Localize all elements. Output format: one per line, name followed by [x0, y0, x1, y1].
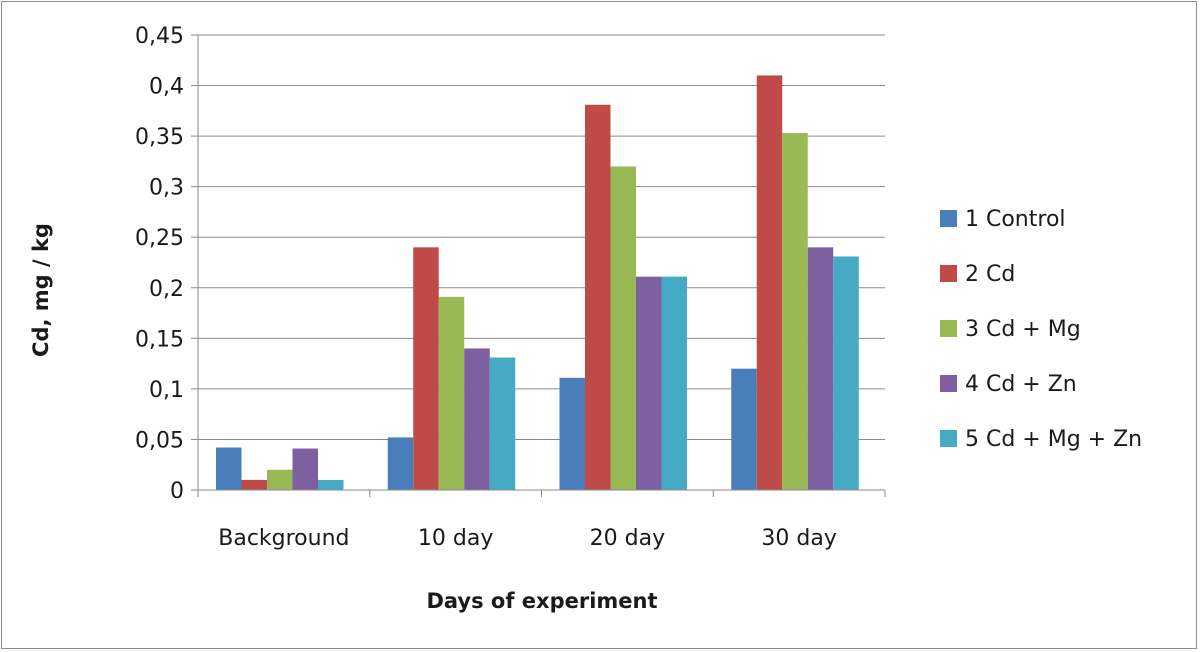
bar — [413, 247, 439, 490]
legend-label: 4 Cd + Zn — [965, 372, 1077, 397]
y-tick-label: 0 — [170, 479, 184, 504]
legend: 1 Control 2 Cd 3 Cd + Mg 4 Cd + Zn 5 Cd + M… — [940, 207, 1142, 452]
y-tick-label: 0,35 — [135, 125, 184, 150]
bar — [267, 469, 293, 490]
y-tick-label: 0,15 — [135, 327, 184, 352]
y-tick-label: 0,05 — [135, 428, 184, 453]
bar — [756, 75, 783, 490]
y-tick-label: 0,4 — [149, 75, 184, 100]
legend-swatch — [940, 375, 957, 392]
bar — [585, 104, 611, 491]
bar — [241, 479, 267, 490]
bar — [807, 247, 834, 490]
bar — [731, 368, 757, 490]
bar — [636, 276, 662, 490]
bars — [216, 75, 859, 491]
bar — [464, 348, 490, 490]
y-tick-label: 0,3 — [149, 176, 184, 201]
legend-label: 2 Cd — [965, 262, 1015, 287]
x-category-label: 30 day — [761, 526, 836, 551]
bar — [782, 133, 808, 491]
x-category-label: 20 day — [590, 526, 665, 551]
x-category-label: Background — [218, 526, 349, 551]
bar — [318, 479, 344, 490]
legend-swatch — [940, 265, 957, 282]
legend-label: 3 Cd + Mg — [965, 317, 1081, 342]
bar — [833, 256, 859, 490]
y-tick-label: 0,2 — [149, 277, 184, 302]
legend-swatch — [940, 210, 957, 227]
bar — [387, 437, 414, 490]
y-axis-title: Cd, mg / kg — [29, 223, 53, 357]
axes — [197, 35, 886, 497]
x-axis-title: Days of experiment — [426, 589, 657, 613]
x-axis-categories: Background 10 day 20 day 30 day — [218, 526, 837, 551]
y-axis-ticks: 0 0,05 0,1 0,15 0,2 0,25 0,3 0,35 0,4 0,45 — [135, 24, 198, 504]
bar — [610, 166, 636, 490]
bar — [489, 357, 516, 490]
bar — [216, 447, 242, 490]
legend-label: 1 Control — [965, 207, 1066, 232]
bar — [559, 377, 585, 490]
legend-swatch — [940, 430, 957, 447]
bar — [292, 448, 318, 490]
bar — [661, 276, 687, 490]
legend-label: 5 Cd + Mg + Zn — [965, 427, 1142, 452]
bar — [438, 296, 465, 490]
x-category-label: 10 day — [418, 526, 493, 551]
y-tick-label: 0,1 — [149, 378, 184, 403]
y-tick-label: 0,45 — [135, 24, 184, 49]
legend-swatch — [940, 320, 957, 337]
y-tick-label: 0,25 — [135, 226, 184, 251]
